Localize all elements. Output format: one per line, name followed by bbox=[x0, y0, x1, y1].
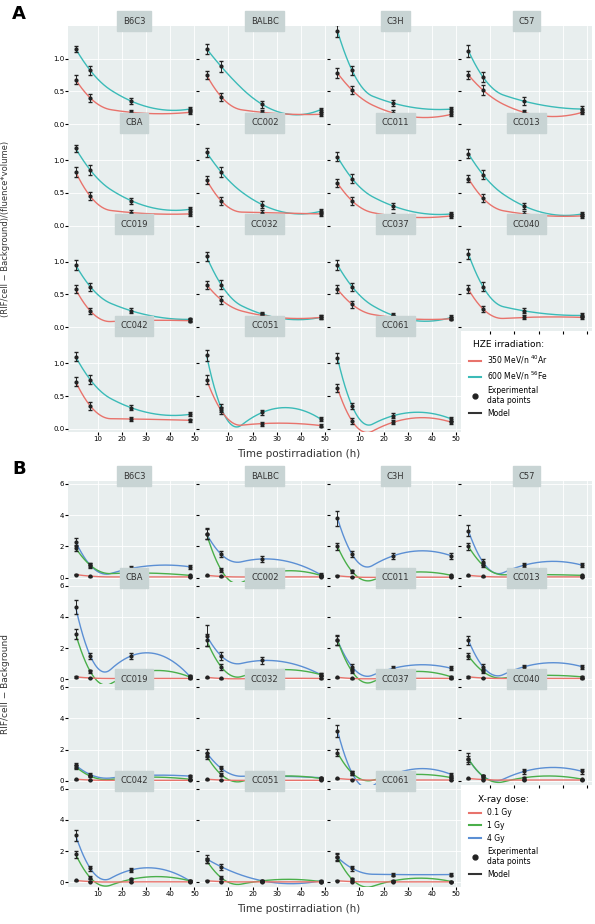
Legend: 350 MeV/n $^{40}$Ar, 600 MeV/n $^{56}$Fe, Experimental
data points, Model: 350 MeV/n $^{40}$Ar, 600 MeV/n $^{56}$Fe… bbox=[468, 339, 550, 419]
Title: CC013: CC013 bbox=[513, 573, 540, 582]
Title: CC042: CC042 bbox=[120, 776, 148, 785]
Title: CC051: CC051 bbox=[251, 322, 278, 331]
Title: CC019: CC019 bbox=[120, 220, 148, 229]
Title: CC037: CC037 bbox=[382, 220, 409, 229]
Text: B: B bbox=[12, 460, 26, 478]
Title: CC019: CC019 bbox=[120, 675, 148, 684]
Title: CC032: CC032 bbox=[251, 220, 278, 229]
Title: B6C3: B6C3 bbox=[123, 17, 145, 26]
Title: B6C3: B6C3 bbox=[123, 472, 145, 480]
Title: CC051: CC051 bbox=[251, 776, 278, 785]
Title: CC061: CC061 bbox=[382, 776, 409, 785]
Title: CC002: CC002 bbox=[251, 118, 278, 128]
Title: CC061: CC061 bbox=[382, 322, 409, 331]
Title: BALBC: BALBC bbox=[251, 17, 278, 26]
Text: A: A bbox=[12, 6, 26, 23]
Text: RIF/cell − Background: RIF/cell − Background bbox=[1, 634, 11, 734]
Title: CBA: CBA bbox=[125, 573, 143, 582]
Title: CBA: CBA bbox=[125, 118, 143, 128]
Title: C57: C57 bbox=[518, 472, 535, 480]
Text: Time postirradiation (h): Time postirradiation (h) bbox=[237, 449, 361, 458]
Legend: 0.1 Gy, 1 Gy, 4 Gy, Experimental
data points, Model: 0.1 Gy, 1 Gy, 4 Gy, Experimental data po… bbox=[468, 794, 540, 881]
Title: CC002: CC002 bbox=[251, 573, 278, 582]
Title: CC011: CC011 bbox=[382, 118, 409, 128]
Text: (RIF/cell − Background)/(fluence*volume): (RIF/cell − Background)/(fluence*volume) bbox=[1, 141, 11, 317]
Text: Time postirradiation (h): Time postirradiation (h) bbox=[237, 904, 361, 914]
Title: CC042: CC042 bbox=[120, 322, 148, 331]
Title: CC040: CC040 bbox=[513, 675, 540, 684]
Title: C57: C57 bbox=[518, 17, 535, 26]
Title: BALBC: BALBC bbox=[251, 472, 278, 480]
Title: CC040: CC040 bbox=[513, 220, 540, 229]
Title: CC037: CC037 bbox=[382, 675, 409, 684]
Title: CC032: CC032 bbox=[251, 675, 278, 684]
Title: CC011: CC011 bbox=[382, 573, 409, 582]
Title: CC013: CC013 bbox=[513, 118, 540, 128]
Title: C3H: C3H bbox=[387, 472, 405, 480]
Title: C3H: C3H bbox=[387, 17, 405, 26]
